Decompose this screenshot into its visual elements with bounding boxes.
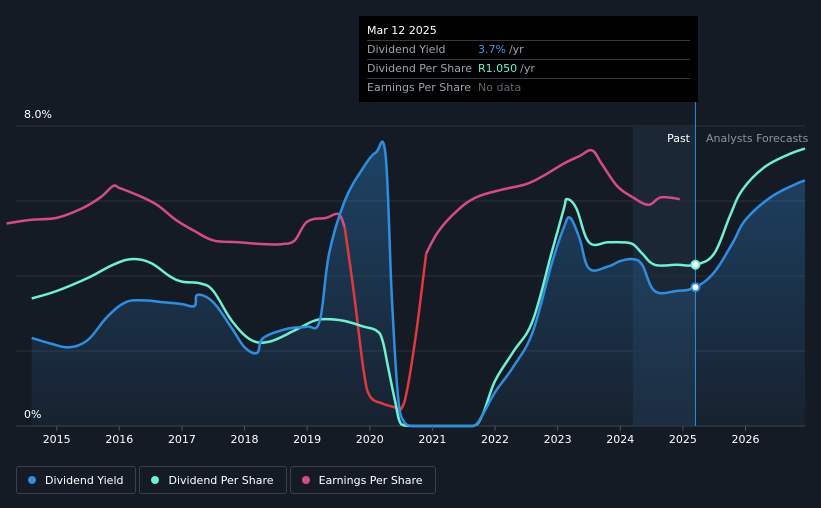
x-tick-label: 2023 bbox=[544, 433, 572, 446]
legend-dot-icon bbox=[301, 476, 310, 484]
tooltip-unit: /yr bbox=[508, 43, 524, 56]
x-tick-label: 2022 bbox=[481, 433, 509, 446]
tooltip-row-earnings-per-share: Earnings Per Share No data bbox=[367, 78, 690, 97]
dividend-yield-line bbox=[31, 140, 806, 428]
tooltip-date: Mar 12 2025 bbox=[367, 24, 437, 37]
y-axis-bottom-label: 0% bbox=[24, 408, 41, 421]
x-tick-label: 2024 bbox=[606, 433, 634, 446]
x-tick-label: 2015 bbox=[43, 433, 71, 446]
legend-label: Dividend Yield bbox=[45, 473, 124, 487]
x-tick-label: 2017 bbox=[168, 433, 196, 446]
tooltip-label: Dividend Per Share bbox=[367, 62, 473, 75]
x-tick-label: 2020 bbox=[356, 433, 384, 446]
x-tick-label: 2025 bbox=[669, 433, 697, 446]
tooltip-value: No data bbox=[478, 81, 522, 94]
dividend-yield-highlight-point bbox=[690, 282, 701, 293]
tooltip-value: R1.050 bbox=[478, 62, 518, 75]
earnings-per-share-line bbox=[6, 184, 346, 246]
earnings-per-share-line bbox=[425, 148, 680, 255]
tooltip-label: Dividend Yield bbox=[367, 43, 446, 56]
series-layer bbox=[6, 140, 806, 428]
legend-label: Dividend Per Share bbox=[168, 473, 274, 487]
legend-dot-icon bbox=[151, 476, 160, 484]
tooltip-value: 3.7% bbox=[478, 43, 506, 56]
past-region-label: Past bbox=[667, 132, 691, 145]
x-tick-label: 2016 bbox=[105, 433, 133, 446]
legend-item-dividend-yield[interactable]: Dividend Yield bbox=[16, 466, 137, 494]
x-tick-label: 2026 bbox=[732, 433, 760, 446]
chart-legend: Dividend Yield Dividend Per Share Earnin… bbox=[16, 466, 439, 494]
x-axis: 2015 2016 2017 2018 2019 2020 2021 2022 2023 2024… bbox=[43, 426, 760, 446]
tooltip-row-dividend-per-share: Dividend Per Share R1.050 /yr bbox=[367, 59, 690, 78]
tooltip-unit: /yr bbox=[520, 62, 535, 75]
tooltip-row-dividend-yield: Dividend Yield 3.7% /yr bbox=[367, 40, 690, 59]
hover-tooltip: Mar 12 2025 Dividend Yield 3.7% /yr Divi… bbox=[359, 16, 698, 102]
dividend-yield-area bbox=[31, 141, 805, 426]
forecast-region-label: Analysts Forecasts bbox=[706, 132, 809, 145]
legend-item-dividend-per-share[interactable]: Dividend Per Share bbox=[139, 466, 287, 494]
x-tick-label: 2021 bbox=[418, 433, 446, 446]
legend-item-earnings-per-share[interactable]: Earnings Per Share bbox=[289, 466, 436, 494]
tooltip-label: Earnings Per Share bbox=[367, 81, 472, 94]
y-axis-top-label: 8.0% bbox=[24, 108, 52, 121]
legend-dot-icon bbox=[28, 476, 36, 484]
x-tick-label: 2018 bbox=[231, 433, 259, 446]
dividend-per-share-highlight-point bbox=[690, 259, 701, 270]
x-tick-label: 2019 bbox=[293, 433, 321, 446]
legend-label: Earnings Per Share bbox=[318, 473, 423, 487]
